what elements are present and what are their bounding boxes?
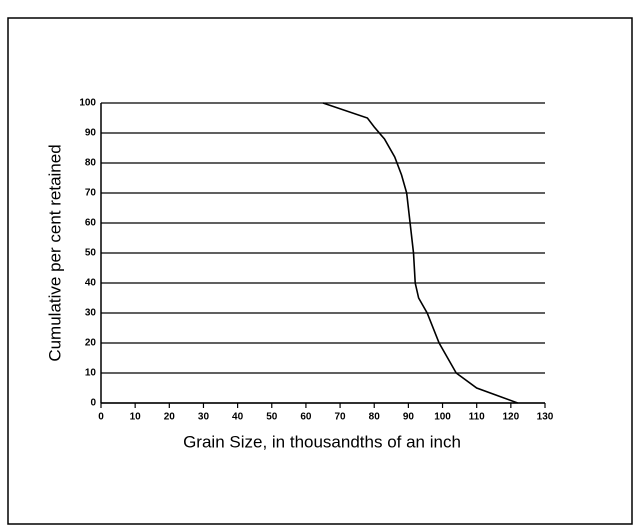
x-tick-label: 70	[335, 412, 347, 423]
y-tick-label: 60	[85, 218, 97, 229]
x-tick-label: 90	[403, 412, 415, 423]
y-tick-label: 70	[85, 188, 97, 199]
y-tick-label: 50	[85, 248, 97, 259]
x-tick-label: 80	[369, 412, 381, 423]
x-tick-label: 40	[232, 412, 244, 423]
x-tick-label: 20	[164, 412, 176, 423]
y-tick-label: 90	[85, 128, 97, 139]
y-tick-label: 20	[85, 338, 97, 349]
y-axis-label: Cumulative per cent retained	[45, 144, 64, 361]
x-tick-label: 60	[300, 412, 312, 423]
y-tick-label: 80	[85, 158, 97, 169]
y-tick-label: 30	[85, 308, 97, 319]
y-tick-label: 0	[90, 398, 96, 409]
x-tick-label: 100	[434, 412, 451, 423]
x-tick-label: 110	[469, 412, 486, 423]
line	[322, 102, 518, 404]
x-tick-label: 10	[130, 412, 142, 423]
x-axis-label: Grain Size, in thousandths of an inch	[183, 432, 461, 451]
x-tick-label: 0	[98, 412, 104, 423]
frame	[7, 17, 633, 525]
y-tick-label: 40	[85, 278, 97, 289]
y-tick-label: 100	[79, 98, 96, 109]
y-tick-label: 10	[85, 368, 97, 379]
x-tick-label: 120	[503, 412, 520, 423]
x-tick-label: 50	[266, 412, 278, 423]
x-tick-label: 130	[537, 412, 554, 423]
x-tick-label: 30	[198, 412, 210, 423]
